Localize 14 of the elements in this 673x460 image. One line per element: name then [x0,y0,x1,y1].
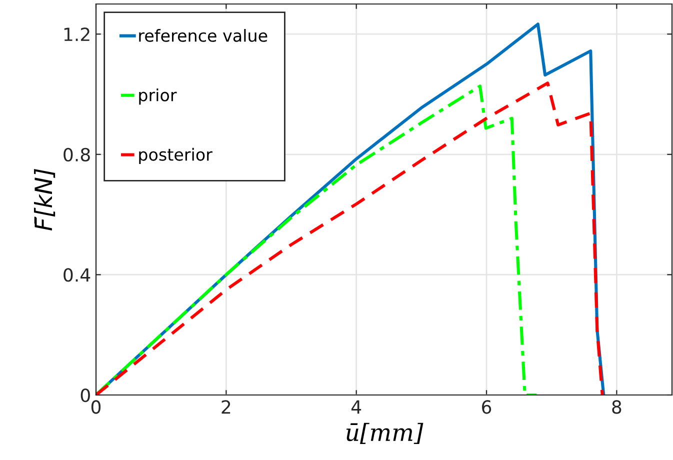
legend-label: posterior [139,148,212,164]
x-tick-label: 8 [612,400,622,414]
x-tick-label: 0 [91,400,101,414]
y-tick-label: 0 [80,388,90,402]
legend-label: reference value [139,29,268,42]
x-tick-label: 4 [351,400,362,414]
legend-label: prior [139,88,177,105]
y-tick-label: 0.8 [64,148,90,162]
y-axis-title: F̄[kN] [34,168,56,231]
x-tick-label: 2 [222,400,230,414]
x-tick-label: 6 [482,400,492,414]
y-tick-label: 1.2 [64,28,90,41]
y-tick-label: 0.4 [64,268,90,282]
x-axis-title: ū[mm] [346,422,424,444]
